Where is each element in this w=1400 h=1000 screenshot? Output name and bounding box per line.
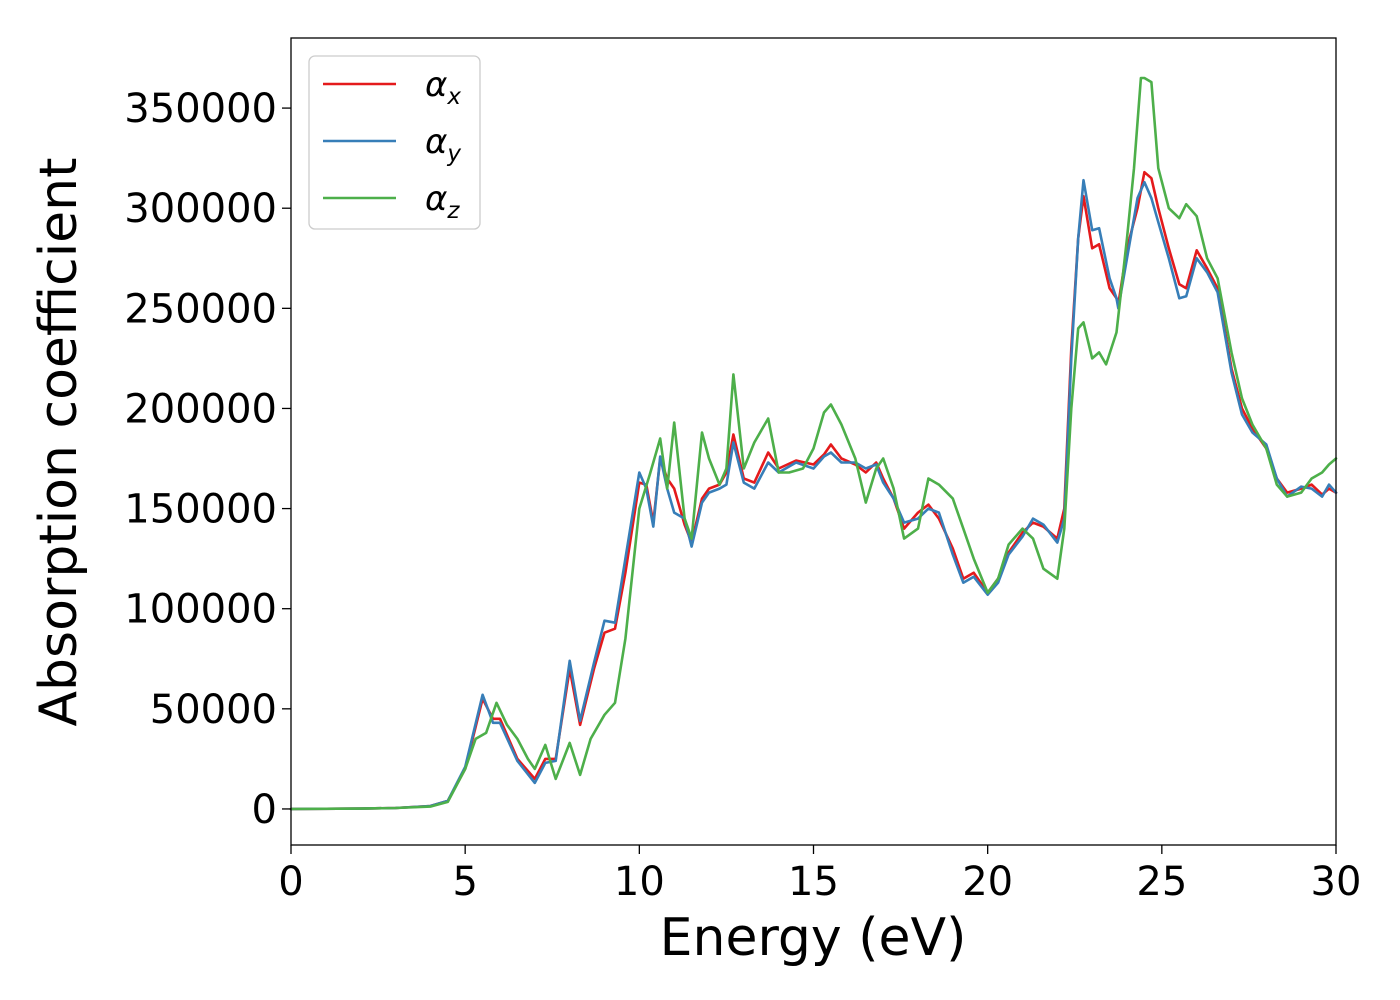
x-tick-label: 15 <box>788 859 839 905</box>
x-tick-label: 30 <box>1311 859 1362 905</box>
y-tick-label: 300000 <box>124 186 277 232</box>
x-axis: 0 5 10 15 20 25 30 <box>278 845 1361 905</box>
legend-subscript-x: x <box>446 84 461 110</box>
series-layer <box>289 76 1338 811</box>
y-tick-label: 150000 <box>124 487 277 533</box>
y-tick-label: 200000 <box>124 386 277 432</box>
x-tick-label: 25 <box>1136 859 1187 905</box>
series-line-y <box>289 178 1338 811</box>
x-tick-label: 10 <box>614 859 665 905</box>
x-tick-label: 0 <box>278 859 303 905</box>
legend-box <box>308 55 481 230</box>
y-tick-label: 0 <box>252 787 277 833</box>
series-line-z <box>289 76 1338 811</box>
y-axis-title: Absorption coefficient <box>29 157 89 726</box>
y-tick-label: 50000 <box>150 687 277 733</box>
legend-subscript-y: y <box>446 141 461 167</box>
x-axis-title: Energy (eV) <box>660 908 967 968</box>
legend-subscript-z: z <box>446 198 460 224</box>
y-tick-label: 100000 <box>124 587 277 633</box>
y-axis: 0 50000 100000 150000 200000 250000 300000 3500… <box>124 86 291 833</box>
x-tick-label: 5 <box>452 859 477 905</box>
y-tick-label: 250000 <box>124 286 277 332</box>
x-tick-label: 20 <box>962 859 1013 905</box>
y-tick-label: 350000 <box>124 86 277 132</box>
